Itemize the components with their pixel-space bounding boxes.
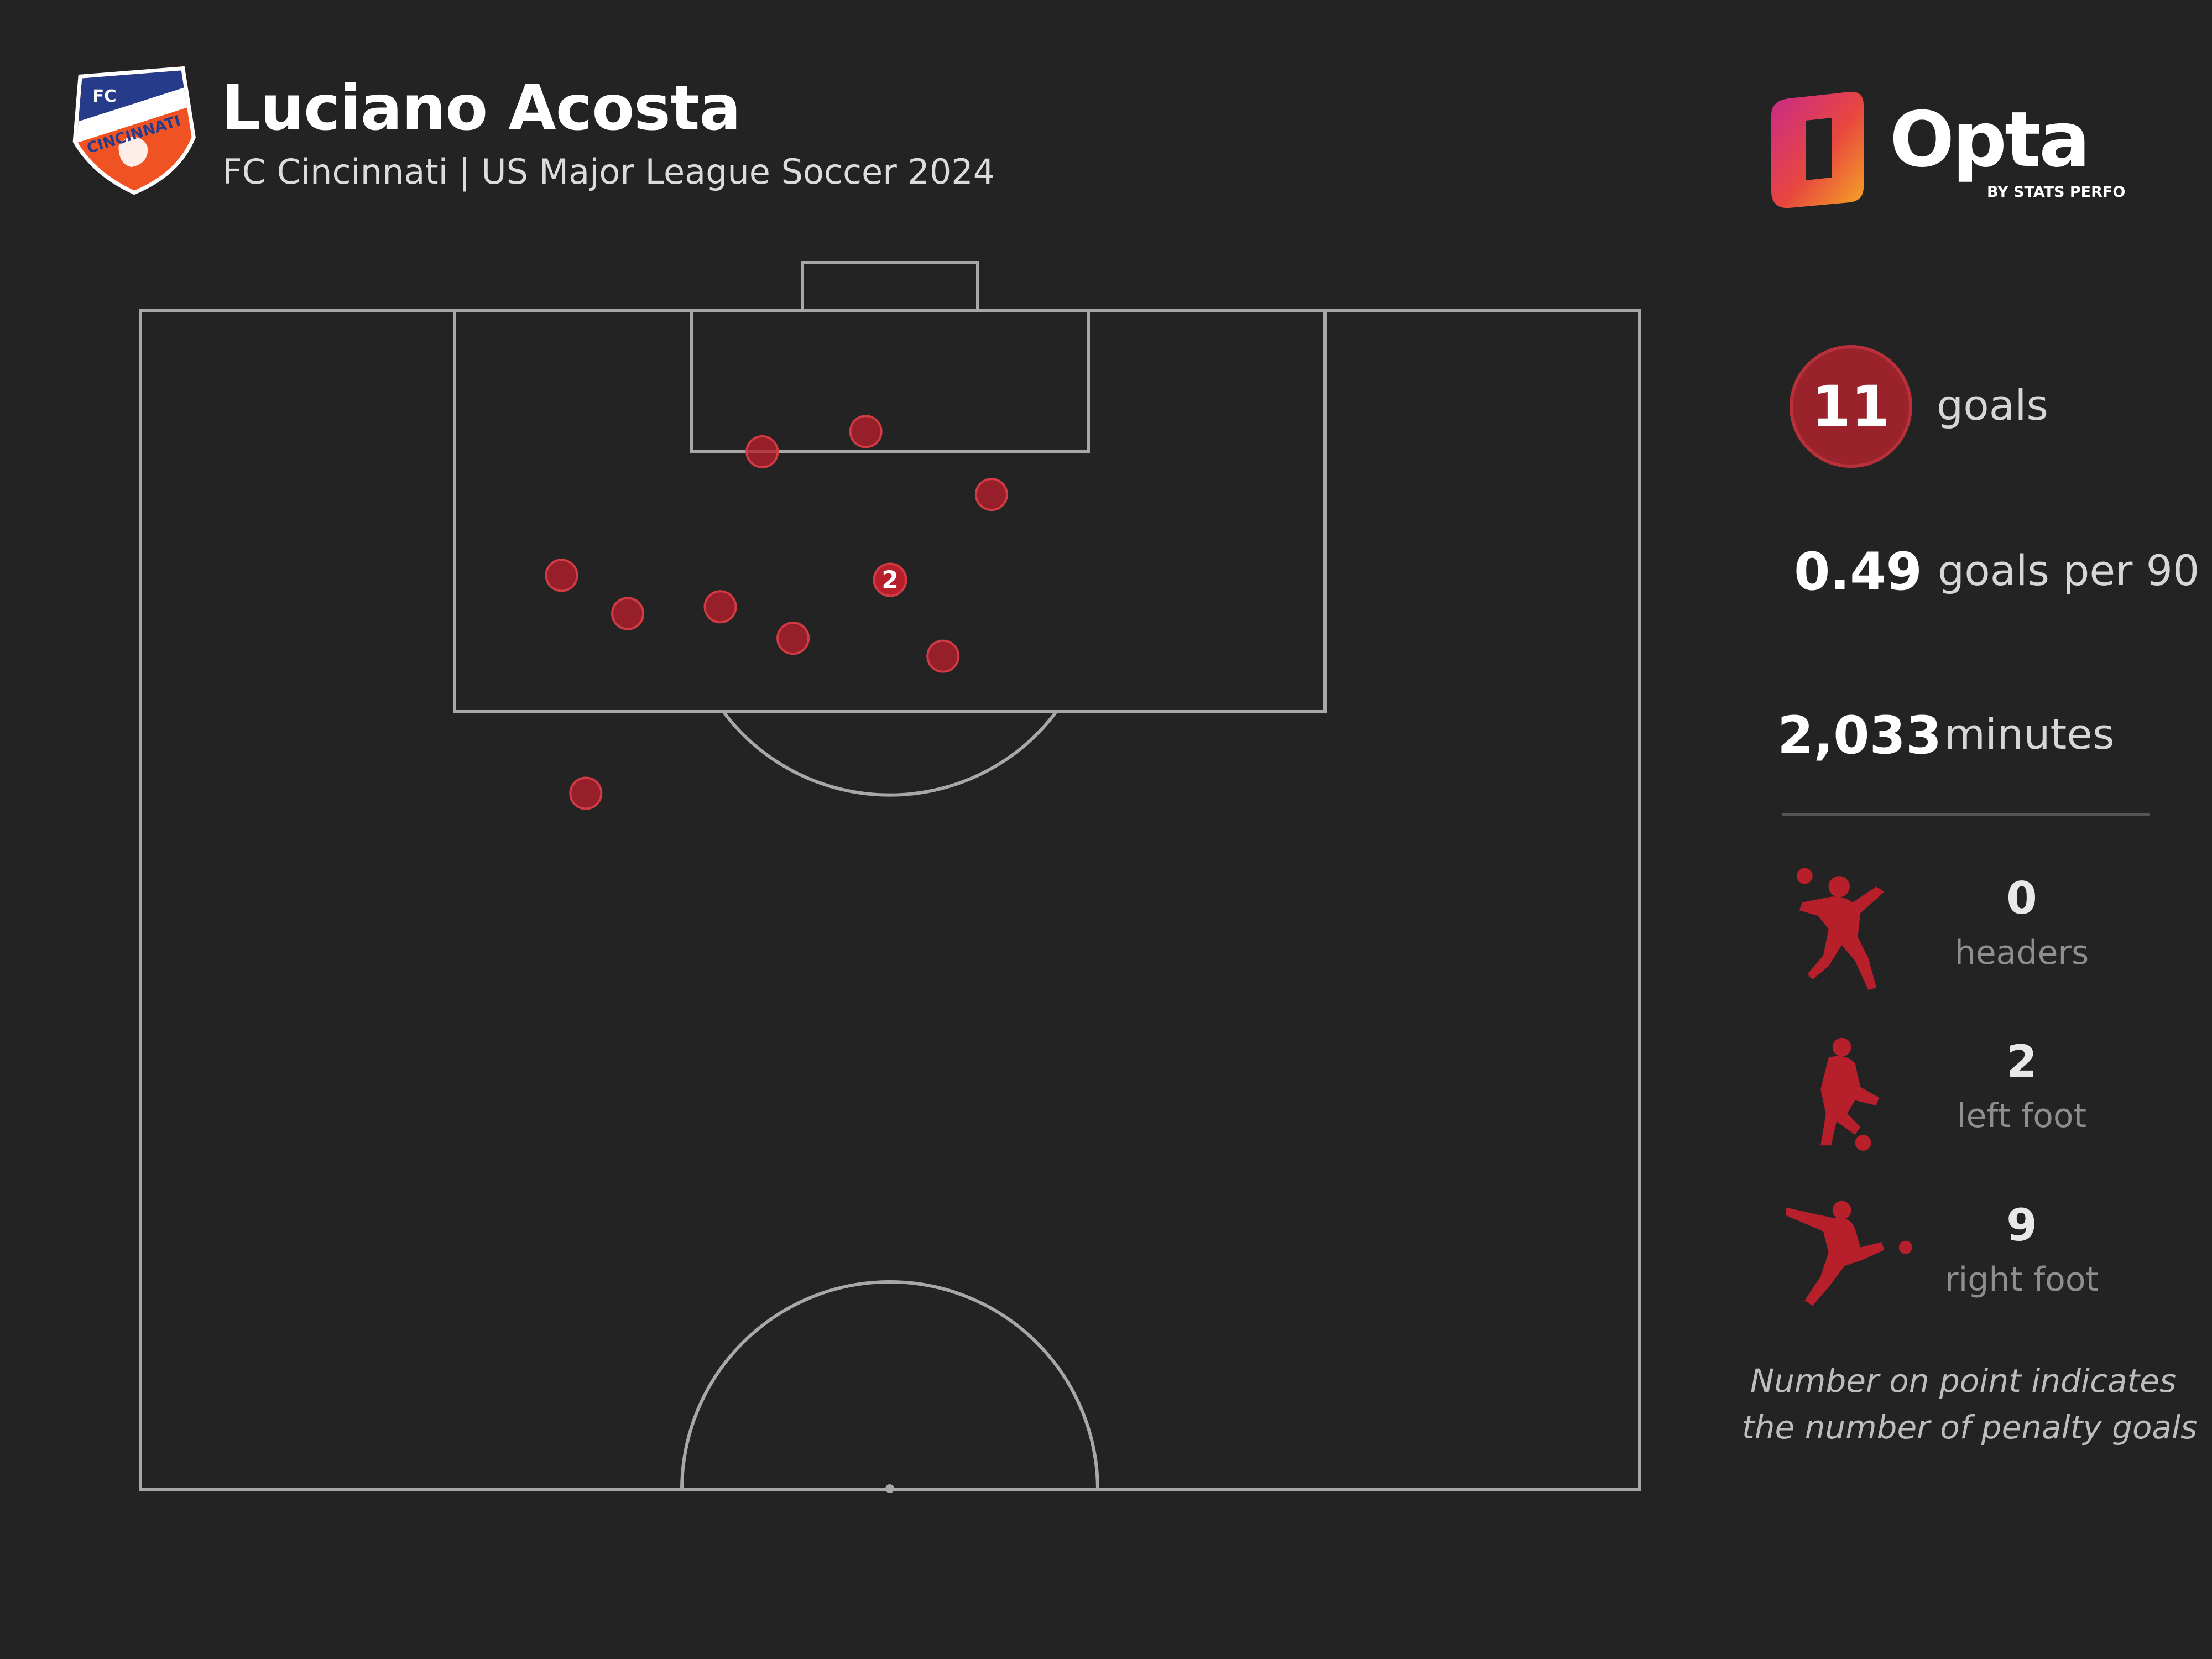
- goals-per-90-value: 0.49: [1794, 542, 1922, 602]
- footnote-line-1: Number on point indicates: [1750, 1362, 2177, 1400]
- headers-label: headers: [1954, 933, 2089, 972]
- opta-logo-icon: Opta BY STATS PERFORM: [1771, 91, 2126, 208]
- goal-point: [569, 776, 603, 810]
- opta-tagline: BY STATS PERFORM: [1987, 184, 2126, 201]
- headers-value: 0: [2006, 873, 2037, 924]
- minutes-label: minutes: [1944, 709, 2115, 759]
- six-yard-box: [690, 309, 1090, 453]
- right-foot-label: right foot: [1944, 1260, 2099, 1299]
- goal-point: [926, 639, 960, 673]
- shot-map-pitch: 2: [139, 261, 1641, 1493]
- footnote: Number on point indicates the number of …: [1742, 1358, 2198, 1451]
- goal-point: [703, 590, 737, 624]
- fc-cincinnati-crest-icon: FC CINCINNATI: [72, 66, 196, 195]
- goal-point: [849, 415, 883, 448]
- goals-count-badge: 11: [1790, 345, 1912, 468]
- goal-point: [776, 622, 810, 655]
- left-foot-value: 2: [2006, 1036, 2037, 1087]
- opta-wordmark: Opta: [1890, 95, 2088, 184]
- page-subtitle: FC Cincinnati | US Major League Soccer 2…: [222, 152, 995, 192]
- left-foot-label: left foot: [1957, 1097, 2087, 1135]
- header-player-icon: [1797, 868, 1885, 990]
- left-foot-player-icon: [1820, 1037, 1879, 1151]
- goal-point: [745, 435, 779, 468]
- goal-point: [545, 559, 578, 592]
- penalty-goal-point: [873, 562, 907, 597]
- goal-point: [974, 478, 1008, 512]
- penalty-area: [453, 309, 1327, 713]
- goal-point: [611, 597, 645, 630]
- goals-per-90-label: goals per 90: [1938, 546, 2200, 595]
- penalty-goal-count-label: 2: [881, 566, 899, 594]
- stats-divider: [1782, 813, 2150, 816]
- minutes-value: 2,033: [1777, 706, 1942, 766]
- goals-label: goals: [1937, 380, 2049, 430]
- penalty-arc: [722, 711, 1058, 797]
- footnote-line-2: the number of penalty goals: [1742, 1408, 2198, 1447]
- centre-circle: [680, 1280, 1099, 1490]
- pitch-outline: [139, 309, 1641, 1491]
- goal-frame: [801, 261, 979, 312]
- right-foot-value: 9: [2006, 1199, 2037, 1251]
- right-foot-player-icon: [1786, 1201, 1912, 1306]
- crest-text-fc: FC: [92, 87, 116, 106]
- page-title: Luciano Acosta: [221, 72, 741, 144]
- centre-spot: [885, 1484, 894, 1493]
